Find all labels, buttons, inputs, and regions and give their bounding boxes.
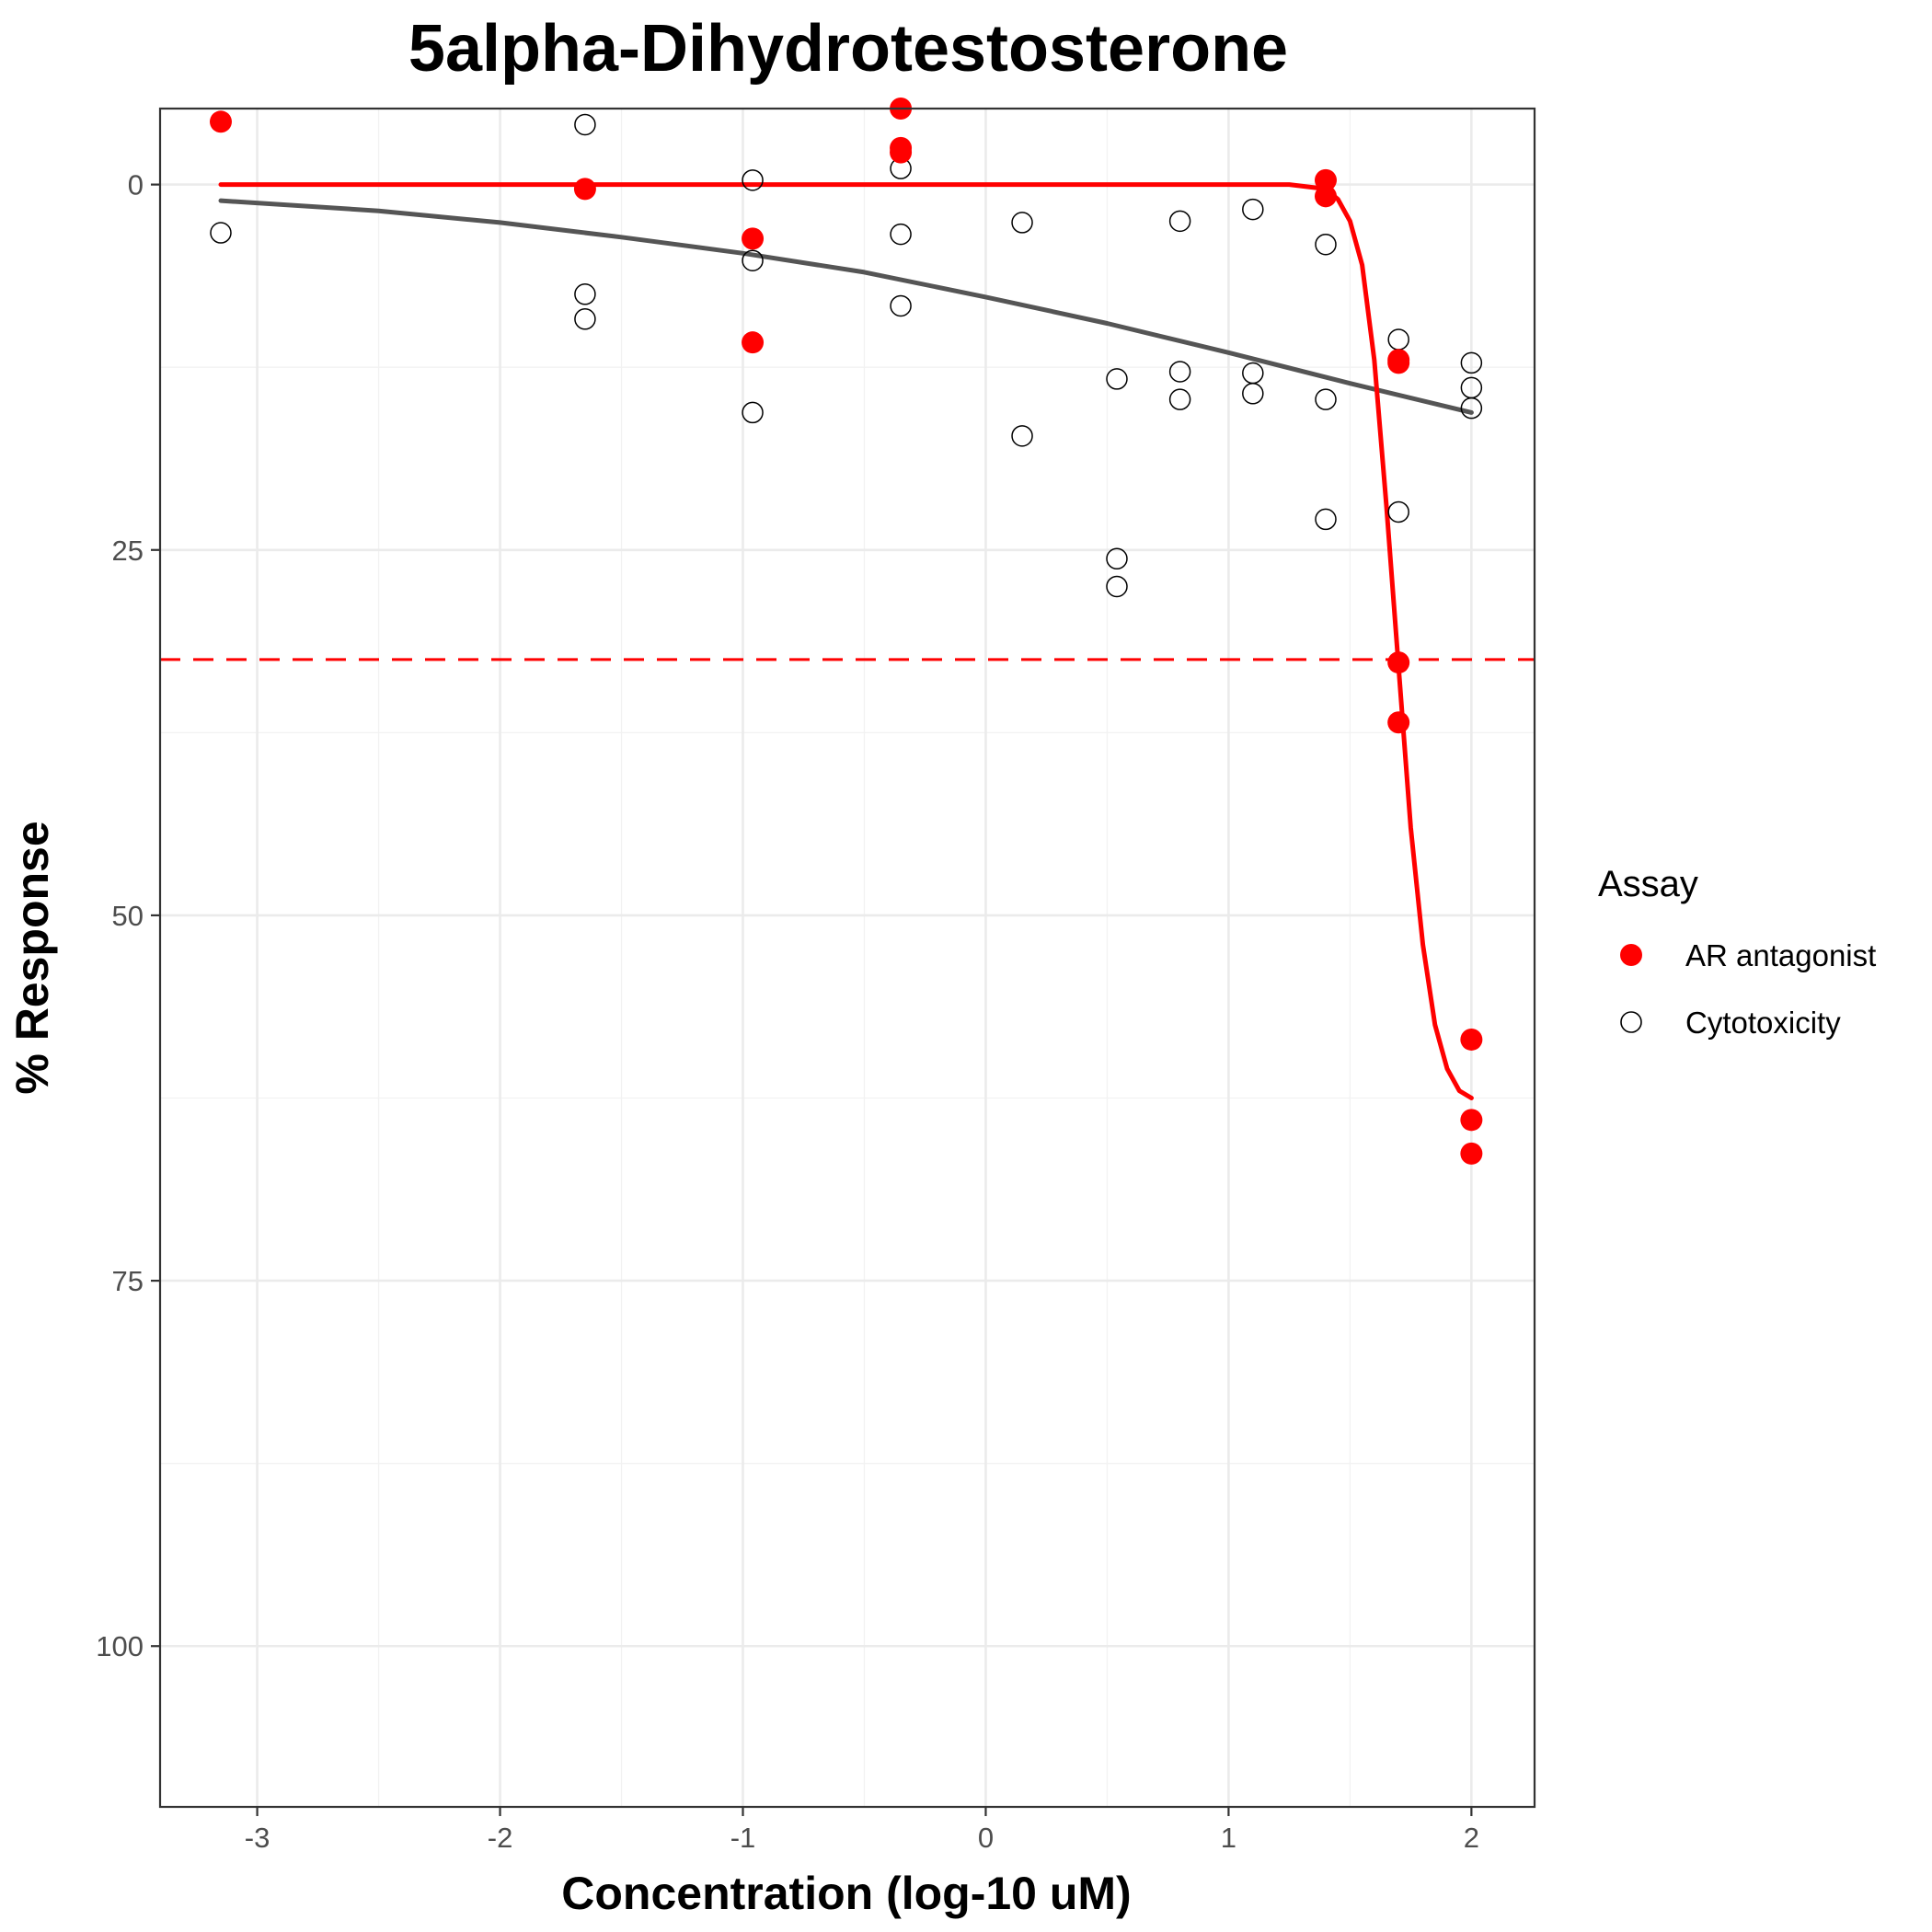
ar-antagonist-point — [1387, 711, 1410, 734]
cytotoxicity-point — [574, 113, 596, 136]
y-tick-label: 0 — [128, 169, 144, 201]
cytotoxicity-point — [890, 294, 912, 317]
cytotoxicity-point — [1168, 361, 1191, 383]
cytotoxicity-point — [1460, 397, 1483, 420]
cytotoxicity-point — [1242, 198, 1264, 221]
ar-antagonist-point — [742, 331, 765, 354]
x-tick-label: -1 — [730, 1822, 756, 1854]
ar-antagonist-point — [1387, 351, 1410, 374]
chart-title: 5alpha-Dihydrotestosterone — [408, 12, 1288, 86]
x-tick-label: 2 — [1464, 1822, 1479, 1854]
cytotoxicity-point — [1168, 388, 1191, 410]
y-tick-label: 100 — [96, 1630, 144, 1662]
cytotoxicity-point — [574, 283, 596, 305]
y-tick-label: 25 — [112, 535, 144, 567]
legend-label-ar-antagonist: AR antagonist — [1685, 938, 1876, 972]
ar-antagonist-point — [1460, 1028, 1483, 1051]
cytotoxicity-point — [1315, 233, 1337, 256]
grid-minor — [160, 109, 1535, 1807]
legend-key-ar-antagonist — [1620, 944, 1642, 966]
cytotoxicity-point — [1460, 351, 1483, 374]
ar-antagonist-point — [742, 227, 765, 250]
ar-antagonist-point — [1314, 168, 1337, 191]
legend-label-cytotoxicity: Cytotoxicity — [1685, 1006, 1841, 1040]
ar-antagonist-point — [1460, 1142, 1483, 1165]
point-layer — [209, 98, 1483, 1165]
cytotoxicity-point — [1315, 508, 1337, 531]
cytotoxicity-point — [742, 401, 764, 424]
plot-panel — [160, 109, 1535, 1807]
x-tick-label: 1 — [1221, 1822, 1236, 1854]
ar-antagonist-point — [573, 178, 596, 201]
cytotoxicity-point — [890, 223, 912, 246]
cytotoxicity-point — [742, 249, 764, 271]
y-tick-label: 75 — [112, 1265, 144, 1297]
plot-border — [158, 107, 1536, 1809]
ar-antagonist-point — [1387, 651, 1410, 674]
ar-antagonist-point — [1314, 185, 1337, 208]
legend: Assay AR antagonist Cytotoxicity — [1598, 864, 1876, 1040]
cytotoxicity-fit-curve — [218, 198, 1474, 415]
legend-key-cytotoxicity — [1620, 1011, 1642, 1033]
cytotoxicity-point — [1106, 368, 1128, 390]
cytotoxicity-point — [210, 222, 232, 244]
ar-antagonist-point — [1460, 1109, 1483, 1132]
cytotoxicity-point — [1011, 212, 1033, 234]
x-axis-title: Concentration (log-10 uM) — [561, 1868, 1131, 1919]
cytotoxicity-point — [1106, 547, 1128, 570]
x-tick-label: -3 — [245, 1822, 270, 1854]
cytotoxicity-point — [742, 169, 764, 191]
x-axis-ticks: -3 -2 -1 0 1 2 — [245, 1807, 1479, 1854]
cytotoxicity-point — [1168, 210, 1191, 233]
y-axis-title: % Response — [6, 821, 58, 1094]
y-axis-ticks: 0 25 50 75 100 — [96, 169, 160, 1662]
ar-antagonist-point — [209, 110, 232, 133]
cytotoxicity-point — [574, 308, 596, 330]
ar-antagonist-point — [890, 141, 913, 164]
cytotoxicity-point — [1315, 388, 1337, 410]
legend-title: Assay — [1598, 864, 1698, 904]
x-tick-label: -2 — [488, 1822, 513, 1854]
y-tick-label: 50 — [112, 900, 144, 932]
cytotoxicity-point — [1242, 383, 1264, 405]
cytotoxicity-point — [1011, 425, 1033, 447]
cytotoxicity-point — [1387, 500, 1409, 523]
x-tick-label: 0 — [978, 1822, 994, 1854]
cytotoxicity-point — [1106, 575, 1128, 598]
